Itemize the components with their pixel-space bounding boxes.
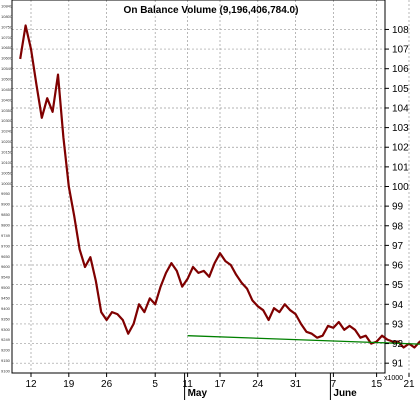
- left-axis-label: 10650: [1, 45, 13, 50]
- support-trendline: [187, 335, 420, 345]
- obv-line: [19, 24, 420, 349]
- left-axis-label: 10249: [1, 129, 13, 134]
- y-tick-label: 95: [392, 280, 404, 291]
- left-axis-label: 10849: [1, 4, 13, 9]
- left-axis-label: 9300: [1, 327, 11, 332]
- left-axis-label: 9450: [1, 296, 11, 301]
- x-tick-label: 31: [290, 379, 302, 390]
- y-tick-label: 101: [392, 162, 409, 173]
- left-axis-label: 9150: [1, 358, 11, 363]
- y-tick-label: 92: [392, 339, 404, 350]
- x-tick-label: 12: [25, 379, 37, 390]
- left-axis-label: 9650: [1, 254, 11, 259]
- y-tick-label: 102: [392, 143, 409, 154]
- left-axis-label: 9249: [1, 337, 11, 342]
- y-tick-label: 96: [392, 261, 404, 272]
- month-label: May: [188, 388, 208, 399]
- left-axis-label: 10549: [1, 66, 13, 71]
- x-tick-label: 5: [152, 379, 158, 390]
- left-axis-label: 10200: [1, 139, 13, 144]
- left-axis-label: 9100: [1, 369, 11, 374]
- y-tick-label: 105: [392, 84, 409, 95]
- x-tick-label: 7: [331, 379, 337, 390]
- x-tick-label: 21: [403, 379, 415, 390]
- left-axis-label: 10750: [1, 24, 13, 29]
- y-tick-label: 107: [392, 45, 409, 56]
- left-axis-label: 9400: [1, 306, 11, 311]
- series-layer: [19, 24, 420, 349]
- y-tick-label: 97: [392, 241, 404, 252]
- left-axis-label: 10400: [1, 97, 13, 102]
- y-tick-label: 99: [392, 202, 404, 213]
- left-axis-label: 10000: [1, 181, 13, 186]
- left-axis-label: 9700: [1, 243, 11, 248]
- left-axis-label: 9749: [1, 233, 11, 238]
- left-axis-label: 10700: [1, 35, 13, 40]
- left-axis-label: 9900: [1, 202, 11, 207]
- y-tick-label: 106: [392, 64, 409, 75]
- y-tick-label: 94: [392, 300, 404, 311]
- x-tick-label: 26: [101, 379, 113, 390]
- y-tick-label: 104: [392, 103, 409, 114]
- left-axis-label: 10350: [1, 108, 13, 113]
- y-tick-label: 100: [392, 182, 409, 193]
- left-axis-label: 9850: [1, 212, 11, 217]
- x-axis: 121926511172431715212851219MayJuneJuly: [25, 373, 415, 400]
- left-axis-label: 9549: [1, 275, 11, 280]
- left-axis-label: 9200: [1, 348, 11, 353]
- left-axis-label: 10800: [1, 14, 13, 19]
- left-axis-label: 9950: [1, 191, 11, 196]
- x-tick-label: 15: [371, 379, 383, 390]
- y-tick-label: 103: [392, 123, 409, 134]
- chart-title: On Balance Volume (9,196,406,784.0): [124, 5, 299, 16]
- left-axis-label: 9500: [1, 285, 11, 290]
- left-axis-label: 10500: [1, 77, 13, 82]
- x-tick-label: 19: [63, 379, 75, 390]
- left-axis-label: 10150: [1, 150, 13, 155]
- x-tick-label: 24: [252, 379, 264, 390]
- left-axis-label: 9600: [1, 264, 11, 269]
- left-axis-label: 10450: [1, 87, 13, 92]
- y-tick-label: 91: [392, 359, 404, 370]
- y-tick-label: 98: [392, 221, 404, 232]
- x-tick-label: 11: [182, 379, 193, 390]
- left-axis-label: 10600: [1, 56, 13, 61]
- y-unit-label: x1000: [384, 375, 403, 382]
- x-tick-label: 17: [214, 379, 226, 390]
- left-axis-label: 10050: [1, 170, 13, 175]
- y-tick-label: 108: [392, 25, 409, 36]
- left-axis-label: 9800: [1, 223, 11, 228]
- left-axis-label: 10100: [1, 160, 13, 165]
- y-axis-left: 10849 10800 10750 10700 10650 10600 10549 10500…: [1, 4, 13, 374]
- y-axis-right: 108 107 106 105 104 103 102 101 100 99 98 97 96 95 94 9…: [385, 25, 409, 370]
- y-tick-label: 93: [392, 319, 404, 330]
- left-axis-label: 9350: [1, 316, 11, 321]
- month-label: June: [333, 388, 357, 399]
- left-axis-label: 10300: [1, 118, 13, 123]
